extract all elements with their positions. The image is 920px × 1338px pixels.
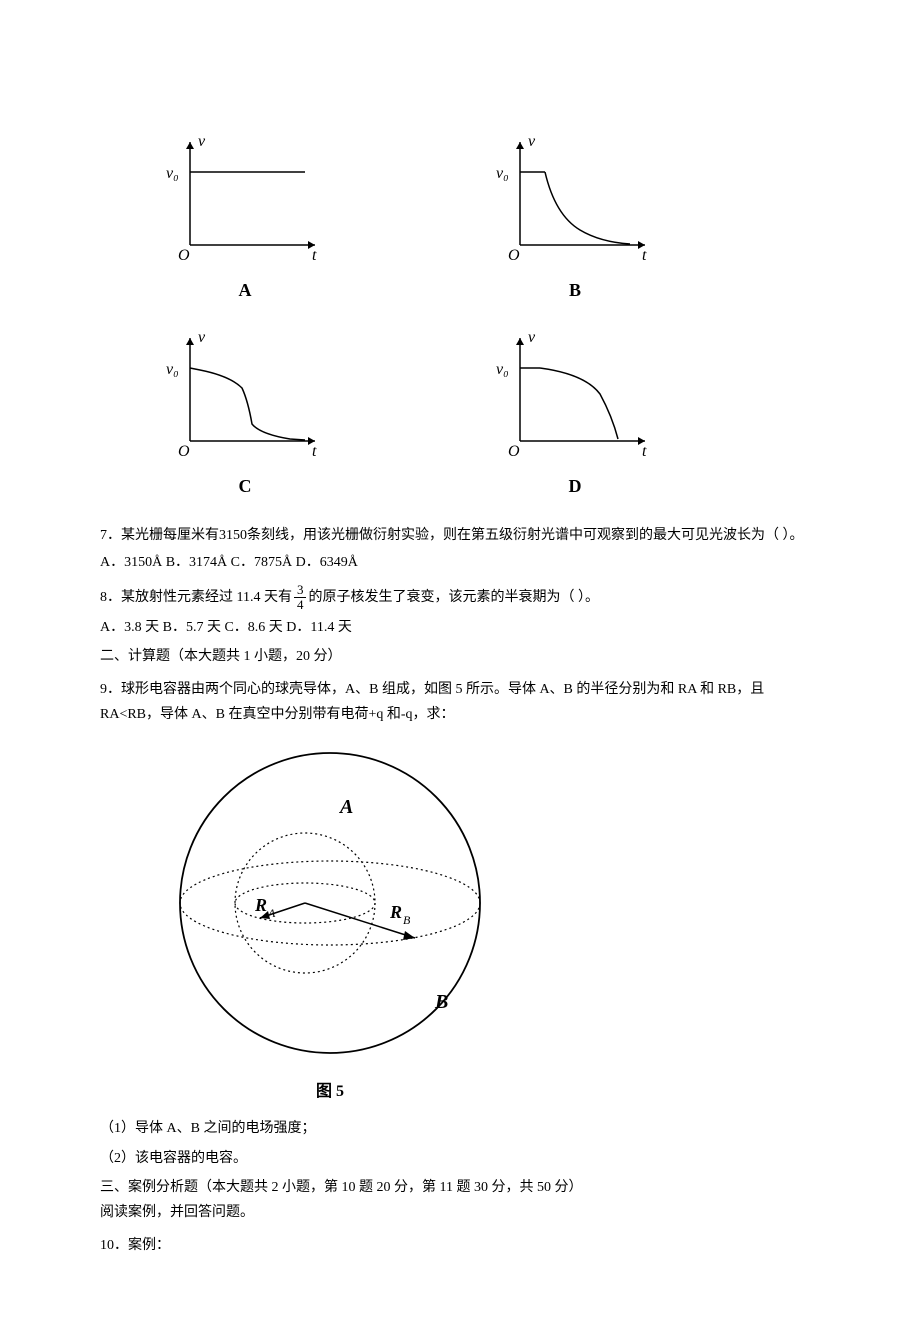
- graph-c: v t O v₀ C: [160, 326, 330, 502]
- sphere-capacitor-figure: A B R A R B 图 5: [160, 743, 820, 1107]
- svg-text:O: O: [178, 443, 190, 460]
- section-2-header: 二、计算题（本大题共 1 小题，20 分）: [100, 644, 820, 669]
- svg-text:v: v: [528, 329, 536, 346]
- sphere-svg: A B R A R B: [160, 743, 500, 1063]
- svg-text:A: A: [338, 796, 353, 818]
- svg-text:B: B: [434, 991, 448, 1013]
- q8-fraction-den: 4: [294, 598, 307, 612]
- svg-text:v₀: v₀: [166, 361, 179, 378]
- q9-text: 9．球形电容器由两个同心的球壳导体，A、B 组成，如图 5 所示。导体 A、B …: [100, 677, 820, 727]
- graph-a: v t O v₀ A: [160, 130, 330, 306]
- graph-row-1: v t O v₀ A v t O v₀ B: [160, 130, 820, 306]
- graph-c-label: C: [239, 470, 252, 502]
- svg-text:v: v: [198, 329, 206, 346]
- question-7: 7．某光栅每厘米有3150条刻线，用该光栅做衍射实验，则在第五级衍射光谱中可观察…: [100, 523, 820, 575]
- graph-a-svg: v t O v₀: [160, 130, 330, 270]
- graph-c-svg: v t O v₀: [160, 326, 330, 466]
- q8-options: A．3.8 天 B．5.7 天 C．8.6 天 D．11.4 天: [100, 615, 820, 640]
- svg-text:v₀: v₀: [496, 361, 509, 378]
- q8-suffix: 的原子核发生了衰变，该元素的半衰期为（ ）。: [308, 590, 599, 605]
- svg-text:v₀: v₀: [496, 165, 509, 182]
- svg-text:O: O: [508, 247, 520, 264]
- q9-sub1: （1）导体 A、B 之间的电场强度；: [100, 1116, 820, 1141]
- svg-text:t: t: [312, 443, 317, 460]
- svg-text:A: A: [267, 906, 276, 920]
- svg-text:v: v: [198, 133, 206, 150]
- graph-row-2: v t O v₀ C v t O v₀ D: [160, 326, 820, 502]
- svg-text:O: O: [508, 443, 520, 460]
- q8-fraction-num: 3: [294, 583, 307, 598]
- graph-b-label: B: [569, 274, 581, 306]
- vt-graphs-grid: v t O v₀ A v t O v₀ B: [160, 130, 820, 503]
- graph-d: v t O v₀ D: [490, 326, 660, 502]
- graph-d-svg: v t O v₀: [490, 326, 660, 466]
- svg-text:v: v: [528, 133, 536, 150]
- svg-text:v₀: v₀: [166, 165, 179, 182]
- q8-text: 8．某放射性元素经过 11.4 天有34的原子核发生了衰变，该元素的半衰期为（ …: [100, 583, 820, 613]
- svg-text:t: t: [642, 247, 647, 264]
- question-8: 8．某放射性元素经过 11.4 天有34的原子核发生了衰变，该元素的半衰期为（ …: [100, 583, 820, 640]
- q9-sub2: （2）该电容器的电容。: [100, 1146, 820, 1171]
- q8-prefix: 8．某放射性元素经过 11.4 天有: [100, 590, 292, 605]
- svg-text:B: B: [403, 913, 411, 927]
- figure-5-caption: 图 5: [160, 1078, 500, 1107]
- question-9: 9．球形电容器由两个同心的球壳导体，A、B 组成，如图 5 所示。导体 A、B …: [100, 677, 820, 727]
- section-3-header: 三、案例分析题（本大题共 2 小题，第 10 题 20 分，第 11 题 30 …: [100, 1175, 820, 1200]
- svg-text:t: t: [312, 247, 317, 264]
- svg-text:t: t: [642, 443, 647, 460]
- graph-b-svg: v t O v₀: [490, 130, 660, 270]
- graph-d-label: D: [569, 470, 582, 502]
- q8-fraction: 34: [294, 583, 307, 613]
- svg-text:R: R: [254, 895, 267, 915]
- q7-text: 7．某光栅每厘米有3150条刻线，用该光栅做衍射实验，则在第五级衍射光谱中可观察…: [100, 523, 820, 548]
- graph-a-label: A: [239, 274, 252, 306]
- svg-text:R: R: [389, 902, 402, 922]
- svg-text:O: O: [178, 247, 190, 264]
- q7-options: A．3150Å B．3174Å C．7875Å D．6349Å: [100, 550, 820, 575]
- section-3-instruction: 阅读案例，并回答问题。: [100, 1200, 820, 1225]
- graph-b: v t O v₀ B: [490, 130, 660, 306]
- question-10: 10．案例：: [100, 1233, 820, 1258]
